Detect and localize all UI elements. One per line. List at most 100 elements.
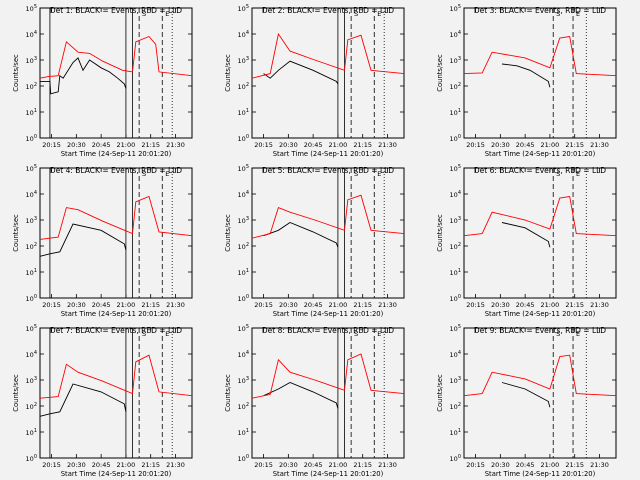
chart-title: Det 4: BLACK = Events, RED = LLD [50,166,182,175]
y-tick-label: 101 [450,428,461,437]
y-axis-label: Counts/sec [436,214,444,252]
series-lld-line [251,32,405,79]
plot-frame [251,7,405,139]
y-tick-label: 100 [26,134,37,143]
y-axis-label: Counts/sec [12,214,20,252]
series-events-line [40,57,127,95]
y-axis-label: Counts/sec [224,214,232,252]
x-tick-label: 20:30 [491,141,510,149]
x-tick-label: 20:15 [254,461,273,469]
y-tick-label: 102 [238,402,249,411]
x-tick-label: 20:15 [466,461,485,469]
plot-frame [251,327,405,459]
chart-title: Det 5: BLACK = Events, RED = LLD [262,166,394,175]
flag-label-start: S [142,170,146,178]
x-tick-label: 20:45 [516,301,535,309]
series-events-line [263,60,339,85]
y-tick-label: 105 [238,324,249,333]
x-tick-label: 21:00 [541,141,560,149]
chart-panel-det6: Det 6: BLACK = Events, RED = LLD 100 101 10… [436,164,617,318]
chart-title: Det 7: BLACK = Events, RED = LLD [50,326,182,335]
chart-panel-det1: Det 1: BLACK = Events, RED = LLD 100 101 10… [12,4,193,158]
flag-label-start: S [142,330,146,338]
x-tick-label: 20:30 [279,301,298,309]
y-tick-label: 104 [450,350,461,359]
y-tick-label: 102 [450,402,461,411]
x-axis-label: Start Time (24-Sep-11 20:01:20) [273,470,384,478]
y-tick-label: 104 [450,30,461,39]
x-tick-label: 20:15 [466,141,485,149]
chart-panel-det7: Det 7: BLACK = Events, RED = LLD 100 101 10… [12,324,193,478]
y-tick-label: 105 [450,4,461,13]
y-axis-label: Counts/sec [12,374,20,412]
y-tick-label: 100 [450,134,461,143]
y-tick-label: 101 [26,268,37,277]
x-tick-label: 20:30 [279,141,298,149]
x-tick-label: 21:30 [378,461,397,469]
x-tick-label: 20:30 [67,141,86,149]
chart-panel-det9: Det 9: BLACK = Events, RED = LLD 100 101 10… [436,324,617,478]
y-tick-label: 105 [450,324,461,333]
x-tick-label: 20:15 [254,141,273,149]
x-axis-label: Start Time (24-Sep-11 20:01:20) [61,470,172,478]
y-tick-label: 105 [238,164,249,173]
y-tick-label: 104 [238,350,249,359]
y-tick-label: 103 [26,216,37,225]
x-tick-label: 21:30 [590,141,609,149]
y-tick-label: 102 [238,82,249,91]
y-tick-label: 100 [238,454,249,463]
y-tick-label: 103 [238,376,249,385]
series-events-line [501,63,551,88]
x-tick-label: 20:45 [516,461,535,469]
flag-label-end: E [377,170,381,178]
x-tick-label: 20:15 [254,301,273,309]
plot-frame [463,7,617,139]
x-tick-label: 21:15 [141,461,160,469]
x-tick-label: 21:15 [353,141,372,149]
y-axis-label: Counts/sec [436,374,444,412]
flag-label-start: S [142,10,146,18]
flag-label-start: S [354,10,358,18]
y-tick-label: 102 [450,82,461,91]
plot-frame [463,327,617,459]
flag-label-end: E [377,10,381,18]
y-axis-label: Counts/sec [224,54,232,92]
y-tick-label: 101 [238,268,249,277]
series-lld-line [463,195,617,237]
x-tick-label: 20:45 [92,141,111,149]
series-lld-line [463,354,617,397]
x-tick-label: 21:30 [166,141,185,149]
y-tick-label: 101 [238,428,249,437]
x-axis-label: Start Time (24-Sep-11 20:01:20) [61,310,172,318]
chart-panel-det8: Det 8: BLACK = Events, RED = LLD 100 101 10… [224,324,405,478]
chart-title: Det 9: BLACK = Events, RED = LLD [474,326,606,335]
series-events-line [501,222,551,248]
y-tick-label: 100 [450,294,461,303]
x-axis-label: Start Time (24-Sep-11 20:01:20) [485,310,596,318]
x-tick-label: 20:30 [491,461,510,469]
flag-label-start: S [556,170,560,178]
x-tick-label: 21:15 [353,461,372,469]
y-tick-label: 104 [238,30,249,39]
x-tick-label: 21:00 [541,461,560,469]
series-lld-line [39,195,193,240]
flag-label-end: E [377,330,381,338]
y-tick-label: 105 [26,4,37,13]
series-lld-line [251,353,405,399]
y-tick-label: 102 [26,82,37,91]
y-tick-label: 102 [26,242,37,251]
x-tick-label: 21:30 [378,141,397,149]
plot-frame [39,327,193,459]
x-tick-label: 20:30 [279,461,298,469]
x-tick-label: 20:15 [42,141,61,149]
flag-label-end: E [576,330,580,338]
x-tick-label: 20:30 [67,301,86,309]
y-tick-label: 104 [450,190,461,199]
x-tick-label: 21:15 [141,141,160,149]
y-tick-label: 100 [450,454,461,463]
plot-frame [463,167,617,299]
y-axis-label: Counts/sec [224,374,232,412]
y-tick-label: 103 [238,216,249,225]
x-axis-label: Start Time (24-Sep-11 20:01:20) [273,310,384,318]
